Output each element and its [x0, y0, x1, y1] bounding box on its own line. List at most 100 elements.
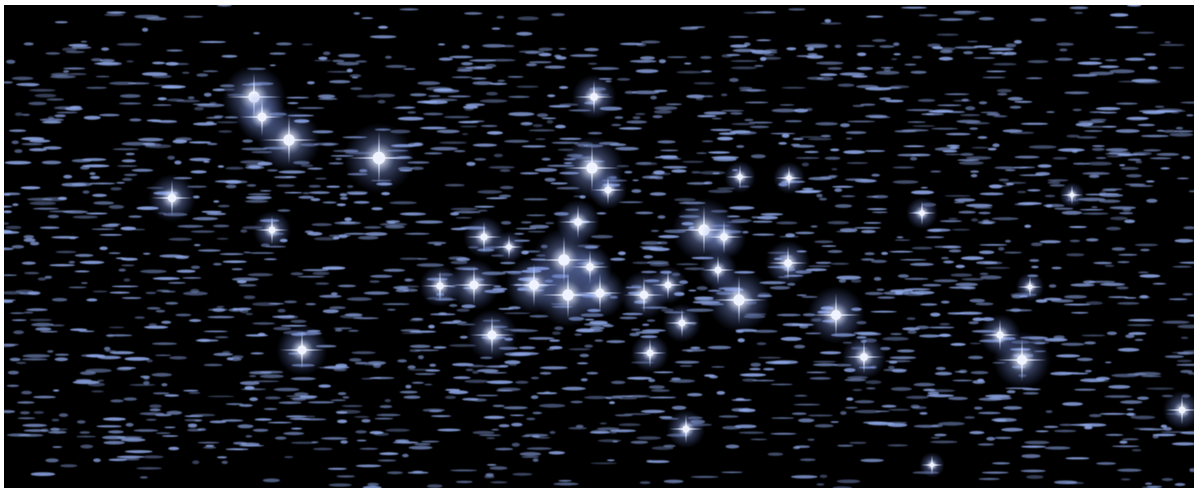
star-streak: [22, 113, 30, 116]
star-streak: [9, 129, 27, 132]
star-streak: [1061, 210, 1083, 215]
star-streak: [780, 336, 802, 341]
star-streak: [96, 425, 122, 428]
star-streak: [308, 184, 321, 188]
star-streak: [674, 360, 700, 364]
star-streak: [305, 415, 316, 418]
star-streak: [1164, 41, 1171, 44]
star-streak: [225, 184, 237, 189]
star-streak: [217, 165, 225, 168]
star-streak: [367, 361, 387, 365]
star-streak: [1084, 130, 1103, 132]
star-streak: [969, 431, 985, 435]
star-streak: [849, 441, 867, 444]
star-streak: [146, 17, 167, 21]
star-streak: [1092, 145, 1105, 147]
star-streak: [187, 96, 195, 100]
star-streak: [6, 59, 16, 64]
star-streak: [1180, 101, 1194, 104]
star-streak: [81, 158, 107, 162]
star-streak: [146, 418, 157, 421]
star-streak: [911, 246, 933, 250]
star-streak: [710, 128, 732, 132]
star-streak: [403, 68, 416, 70]
star-streak: [318, 384, 332, 388]
star-streak: [736, 145, 745, 148]
star-streak: [623, 413, 651, 415]
star-streak: [85, 86, 108, 89]
star-streak: [305, 303, 317, 306]
star-streak: [973, 57, 996, 59]
star-streak: [104, 350, 116, 352]
star-streak: [538, 52, 552, 57]
star-streak: [830, 262, 850, 265]
star-streak: [197, 441, 220, 444]
star-streak: [971, 218, 979, 222]
star-streak: [816, 193, 823, 198]
star-streak: [82, 190, 90, 194]
star-streak: [1118, 253, 1138, 256]
star-streak: [1049, 184, 1066, 187]
star-streak: [240, 229, 248, 233]
star-streak: [278, 401, 302, 405]
star-streak: [896, 349, 915, 353]
star-streak: [45, 52, 61, 55]
star-streak: [893, 42, 900, 46]
star-streak: [443, 115, 471, 119]
star-streak: [491, 27, 501, 30]
star-streak: [315, 177, 327, 180]
star-streak: [399, 390, 418, 394]
star-streak: [960, 114, 981, 117]
star-streak: [746, 88, 761, 92]
star-streak: [1035, 299, 1048, 303]
star-streak: [845, 131, 867, 135]
star-streak: [760, 56, 782, 60]
four-point-sparkle-icon: [919, 452, 945, 478]
star-streak: [649, 192, 667, 196]
star-streak: [676, 263, 699, 266]
star-streak: [1070, 423, 1093, 426]
star-streak: [927, 391, 940, 395]
star-streak: [1072, 108, 1082, 112]
star-streak: [1082, 172, 1111, 175]
star-streak: [329, 80, 351, 84]
star-streak: [109, 351, 135, 355]
star-streak: [1088, 71, 1114, 76]
star-streak: [845, 137, 853, 140]
star-streak: [699, 171, 726, 175]
star-streak: [632, 261, 651, 264]
star-streak: [1100, 282, 1126, 286]
star-streak: [906, 317, 916, 320]
star-streak: [1017, 190, 1027, 194]
star-streak: [864, 87, 892, 91]
star-streak: [85, 354, 106, 358]
star-streak: [1026, 475, 1044, 479]
star-streak: [175, 313, 192, 317]
star-streak: [403, 395, 421, 399]
star-streak: [1021, 454, 1041, 459]
star-streak: [123, 278, 131, 282]
star-streak: [1052, 157, 1068, 160]
star-streak: [298, 195, 315, 199]
star-streak: [978, 211, 991, 215]
star-streak: [154, 354, 172, 357]
star-streak: [152, 61, 166, 65]
star-streak: [41, 160, 62, 165]
star-streak: [1134, 338, 1144, 341]
star-streak: [357, 236, 379, 240]
star-streak: [1039, 240, 1062, 244]
star-streak: [1134, 243, 1159, 247]
star-streak: [953, 10, 976, 15]
star-streak: [201, 210, 222, 213]
star-streak: [548, 105, 571, 108]
star-streak: [315, 282, 330, 285]
star-streak: [854, 400, 875, 404]
star-streak: [47, 116, 55, 120]
star-streak: [954, 370, 966, 373]
star-streak: [1077, 120, 1106, 124]
star-streak: [667, 56, 688, 58]
star-streak: [837, 83, 855, 87]
star-streak: [108, 326, 125, 329]
star-streak: [544, 65, 566, 69]
star-streak: [1090, 118, 1107, 122]
